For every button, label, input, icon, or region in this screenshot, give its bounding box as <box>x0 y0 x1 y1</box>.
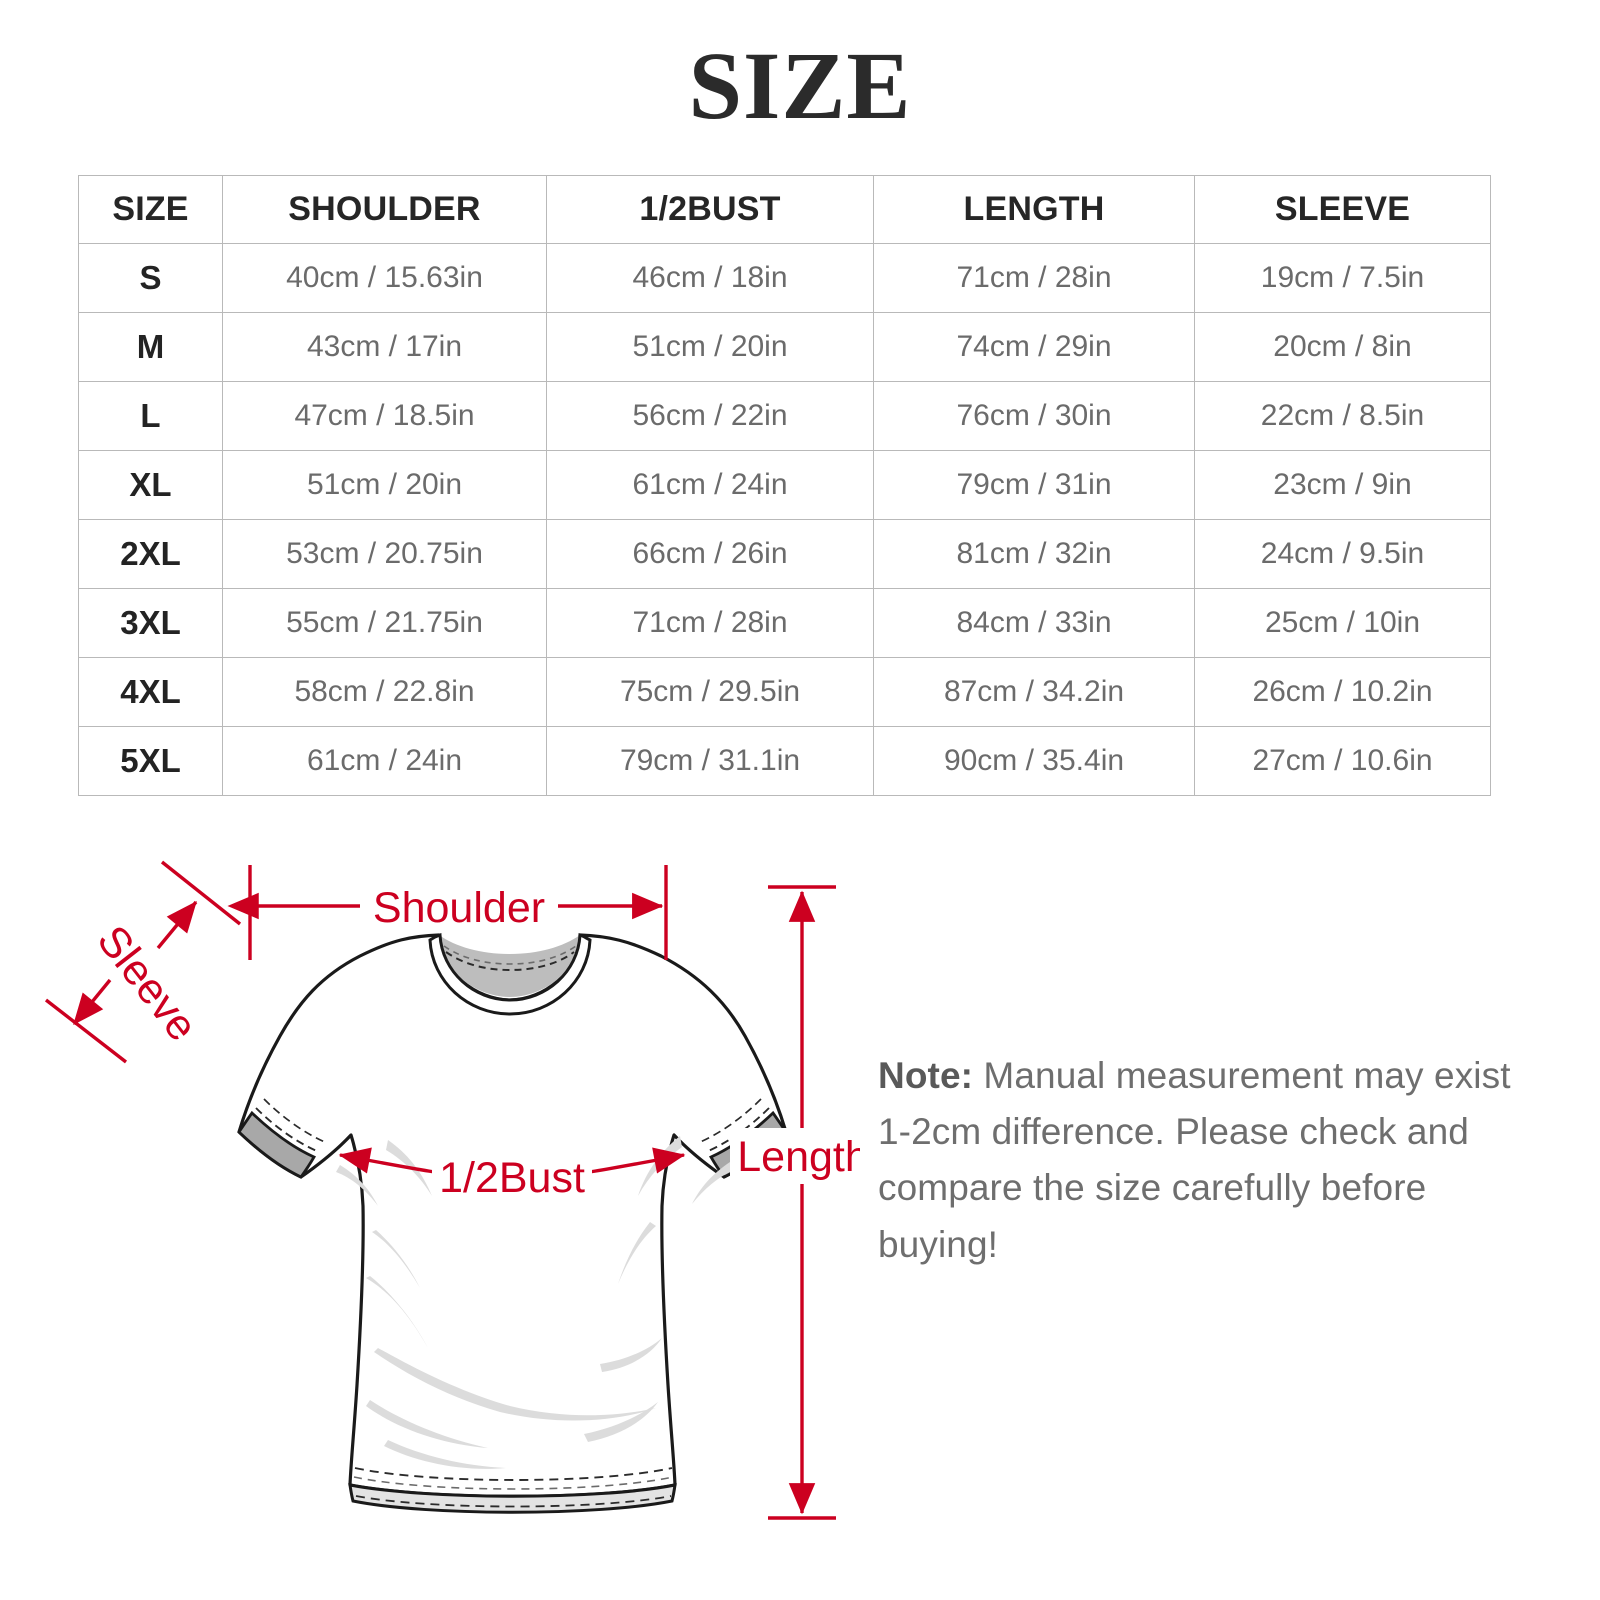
cell-bust: 61cm / 24in <box>546 450 874 520</box>
cell-size: 3XL <box>78 588 223 658</box>
cell-sleeve: 24cm / 9.5in <box>1194 519 1491 589</box>
table-header-row: SIZE SHOULDER 1/2BUST LENGTH SLEEVE <box>78 175 1491 244</box>
cell-size: L <box>78 381 223 451</box>
cell-shoulder: 58cm / 22.8in <box>222 657 547 727</box>
measurement-note: Note: Manual measurement may exist 1-2cm… <box>878 1048 1518 1273</box>
column-header-shoulder: SHOULDER <box>222 175 547 244</box>
cell-bust: 56cm / 22in <box>546 381 874 451</box>
cell-shoulder: 55cm / 21.75in <box>222 588 547 658</box>
table-row: 3XL 55cm / 21.75in 71cm / 28in 84cm / 33… <box>78 588 1491 658</box>
cell-size: S <box>78 243 223 313</box>
tshirt-measurement-diagram: Shoulder Sleeve 1/2Bust Length <box>44 860 860 1520</box>
sleeve-dimension: Sleeve <box>44 860 242 1064</box>
left-sleeve-cuff-stitch-1 <box>255 1107 320 1153</box>
column-header-size: SIZE <box>78 175 223 244</box>
sleeve-arrow-lower <box>72 978 112 1026</box>
cell-sleeve: 19cm / 7.5in <box>1194 243 1491 313</box>
cell-bust: 66cm / 26in <box>546 519 874 589</box>
cell-sleeve: 22cm / 8.5in <box>1194 381 1491 451</box>
shoulder-dimension: Shoulder <box>227 865 668 960</box>
cell-size: 5XL <box>78 726 223 796</box>
cell-bust: 75cm / 29.5in <box>546 657 874 727</box>
cell-length: 79cm / 31in <box>873 450 1195 520</box>
right-sleeve-cuff-stitch-2 <box>697 1098 762 1144</box>
table-row: M 43cm / 17in 51cm / 20in 74cm / 29in 20… <box>78 312 1491 382</box>
cell-shoulder: 40cm / 15.63in <box>222 243 547 313</box>
cell-sleeve: 25cm / 10in <box>1194 588 1491 658</box>
shirt-body-outline <box>237 933 788 1498</box>
table-row: 5XL 61cm / 24in 79cm / 31.1in 90cm / 35.… <box>78 726 1491 796</box>
measurement-guide-section: Shoulder Sleeve 1/2Bust Length <box>0 840 1600 1600</box>
size-chart-table: SIZE SHOULDER 1/2BUST LENGTH SLEEVE S 40… <box>78 175 1491 796</box>
table-row: 4XL 58cm / 22.8in 75cm / 29.5in 87cm / 3… <box>78 657 1491 727</box>
cell-length: 84cm / 33in <box>873 588 1195 658</box>
cell-length: 87cm / 34.2in <box>873 657 1195 727</box>
length-dimension: Length <box>730 885 860 1520</box>
note-text: Manual measurement may exist 1-2cm diffe… <box>878 1055 1511 1265</box>
tshirt-illustration <box>237 932 788 1514</box>
cell-size: 2XL <box>78 519 223 589</box>
column-header-sleeve: SLEEVE <box>1194 175 1491 244</box>
cell-shoulder: 61cm / 24in <box>222 726 547 796</box>
cell-length: 90cm / 35.4in <box>873 726 1195 796</box>
column-header-length: LENGTH <box>873 175 1195 244</box>
half-bust-label-backdrop <box>432 1150 592 1202</box>
bottom-hem-stitch-3 <box>355 1495 672 1508</box>
length-label-backdrop <box>730 1128 860 1184</box>
cell-sleeve: 27cm / 10.6in <box>1194 726 1491 796</box>
sleeve-cap-lower <box>44 998 128 1064</box>
half-bust-label: 1/2Bust <box>439 1154 585 1202</box>
collar-stitching-2 <box>443 945 577 965</box>
cell-bust: 51cm / 20in <box>546 312 874 382</box>
left-sleeve-cuff-stitch-2 <box>263 1098 328 1144</box>
sleeve-arrow-upper <box>156 900 198 950</box>
cell-sleeve: 23cm / 9in <box>1194 450 1491 520</box>
page-title: SIZE <box>688 32 912 139</box>
column-header-bust: 1/2BUST <box>546 175 874 244</box>
size-chart-container: SIZE SHOULDER 1/2BUST LENGTH SLEEVE S 40… <box>78 175 1491 796</box>
table-row: XL 51cm / 20in 61cm / 24in 79cm / 31in 2… <box>78 450 1491 520</box>
cell-size: M <box>78 312 223 382</box>
bottom-hem-stitch-2 <box>353 1476 674 1490</box>
collar-inner-fill <box>439 935 580 997</box>
cell-bust: 46cm / 18in <box>546 243 874 313</box>
cell-size: XL <box>78 450 223 520</box>
sleeve-cap-upper <box>160 860 242 926</box>
cell-shoulder: 51cm / 20in <box>222 450 547 520</box>
cell-shoulder: 43cm / 17in <box>222 312 547 382</box>
half-bust-dimension: 1/2Bust <box>338 1147 686 1202</box>
cell-length: 71cm / 28in <box>873 243 1195 313</box>
bottom-hem-fill <box>348 1483 677 1514</box>
shoulder-label-backdrop <box>360 880 558 932</box>
cell-shoulder: 53cm / 20.75in <box>222 519 547 589</box>
cell-length: 81cm / 32in <box>873 519 1195 589</box>
cell-length: 76cm / 30in <box>873 381 1195 451</box>
note-label: Note: <box>878 1055 974 1096</box>
table-row: 2XL 53cm / 20.75in 66cm / 26in 81cm / 32… <box>78 519 1491 589</box>
cell-sleeve: 20cm / 8in <box>1194 312 1491 382</box>
collar-stitching <box>445 951 575 972</box>
cell-bust: 79cm / 31.1in <box>546 726 874 796</box>
table-row: L 47cm / 18.5in 56cm / 22in 76cm / 30in … <box>78 381 1491 451</box>
bottom-hem-stitch-1 <box>354 1467 673 1481</box>
cell-sleeve: 26cm / 10.2in <box>1194 657 1491 727</box>
left-sleeve-cuff-fill <box>237 1110 316 1179</box>
collar-ring <box>428 932 592 1016</box>
table-row: S 40cm / 15.63in 46cm / 18in 71cm / 28in… <box>78 243 1491 313</box>
cell-shoulder: 47cm / 18.5in <box>222 381 547 451</box>
length-label: Length <box>737 1133 860 1181</box>
cell-bust: 71cm / 28in <box>546 588 874 658</box>
cell-length: 74cm / 29in <box>873 312 1195 382</box>
shoulder-label: Shoulder <box>373 884 545 932</box>
cell-size: 4XL <box>78 657 223 727</box>
